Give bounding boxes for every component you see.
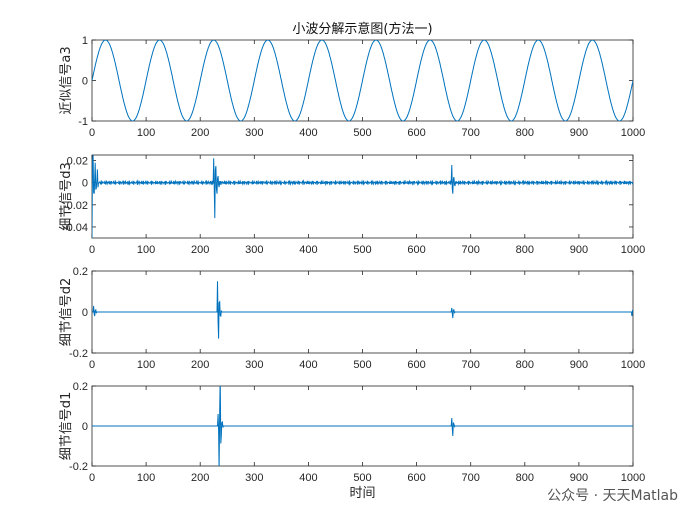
series-line: [92, 40, 633, 121]
axes-box: [91, 154, 634, 239]
x-tick-label: 400: [299, 472, 317, 484]
x-tick-label: 100: [137, 244, 155, 256]
x-tick-label: 300: [245, 472, 263, 484]
x-tick-label: 500: [353, 127, 371, 139]
x-tick-label: 800: [516, 127, 534, 139]
x-tick-label: 900: [570, 127, 588, 139]
x-tick-label: 200: [191, 244, 209, 256]
x-tick-label: 600: [407, 359, 425, 371]
x-tick-label: 600: [407, 244, 425, 256]
figure-title: 小波分解示意图(方法一): [292, 21, 432, 37]
y-axis-label: 细节信号d3: [59, 162, 74, 231]
x-tick-label: 100: [137, 472, 155, 484]
x-tick-label: 900: [570, 472, 588, 484]
x-tick-label: 200: [191, 127, 209, 139]
x-tick-label: 100: [137, 359, 155, 371]
x-tick-label: 100: [137, 127, 155, 139]
watermark: 公众号 · 天天Matlab: [547, 488, 678, 504]
x-tick-label: 0: [89, 244, 95, 256]
y-tick-label: -0.04: [63, 222, 88, 234]
y-axis-label: 近似信号a3: [59, 46, 74, 114]
x-tick-label: 600: [407, 127, 425, 139]
x-tick-label: 400: [299, 244, 317, 256]
y-tick-label: -0.2: [69, 348, 88, 360]
subplot-1: 0 100 200 300 400 500 600 700 800 900 1000-101近似信号…: [59, 35, 645, 139]
x-tick-label: 400: [299, 127, 317, 139]
x-tick-label: 400: [299, 359, 317, 371]
series-line: [92, 386, 633, 466]
y-axis-label: 细节信号d1: [59, 392, 74, 461]
y-tick-label: -0.02: [63, 200, 88, 212]
x-tick-label: 800: [516, 244, 534, 256]
x-tick-label: 1000: [621, 359, 645, 371]
x-tick-label: 700: [462, 127, 480, 139]
y-tick-label: 0: [82, 421, 88, 433]
subplot-4: 0 100 200 300 400 500 600 700 800 900 1000-0.200.2…: [59, 381, 645, 501]
x-tick-label: 600: [407, 472, 425, 484]
x-tick-label: 300: [245, 359, 263, 371]
y-tick-label: -1: [78, 116, 88, 128]
x-tick-label: 1000: [621, 472, 645, 484]
x-tick-label: 900: [570, 244, 588, 256]
x-tick-label: 300: [245, 244, 263, 256]
x-tick-label: 500: [353, 472, 371, 484]
x-tick-label: 700: [462, 472, 480, 484]
x-axis-label: 时间: [349, 486, 375, 501]
series-line: [92, 281, 633, 339]
y-tick-label: 0.2: [73, 381, 88, 393]
y-tick-label: 0.2: [73, 266, 88, 278]
y-tick-label: 1: [82, 35, 88, 47]
x-tick-label: 800: [516, 472, 534, 484]
x-tick-label: 200: [191, 359, 209, 371]
y-tick-label: 0: [82, 178, 88, 190]
x-tick-label: 500: [353, 244, 371, 256]
x-tick-label: 1000: [621, 127, 645, 139]
x-tick-label: 700: [462, 359, 480, 371]
y-axis-label: 细节信号d2: [59, 278, 74, 347]
y-tick-label: 0: [82, 76, 88, 88]
y-tick-label: 0: [82, 307, 88, 319]
x-tick-label: 300: [245, 127, 263, 139]
x-tick-label: 200: [191, 472, 209, 484]
x-tick-label: 0: [89, 359, 95, 371]
x-tick-label: 0: [89, 472, 95, 484]
subplot-2: 0 100 200 300 400 500 600 700 800 900 1000 -0.04 -0.…: [59, 154, 645, 256]
series-line: [92, 155, 633, 238]
subplots: 0 100 200 300 400 500 600 700 800 900 1000-101近似信号…: [59, 35, 645, 501]
x-tick-label: 800: [516, 359, 534, 371]
x-tick-label: 500: [353, 359, 371, 371]
y-tick-label: -0.2: [69, 461, 88, 473]
subplot-3: 0 100 200 300 400 500 600 700 800 900 1000-0.200.2…: [59, 266, 645, 371]
y-tick-label: 0.02: [67, 156, 88, 168]
x-tick-label: 0: [89, 127, 95, 139]
x-tick-label: 1000: [621, 244, 645, 256]
x-tick-label: 700: [462, 244, 480, 256]
x-tick-label: 900: [570, 359, 588, 371]
